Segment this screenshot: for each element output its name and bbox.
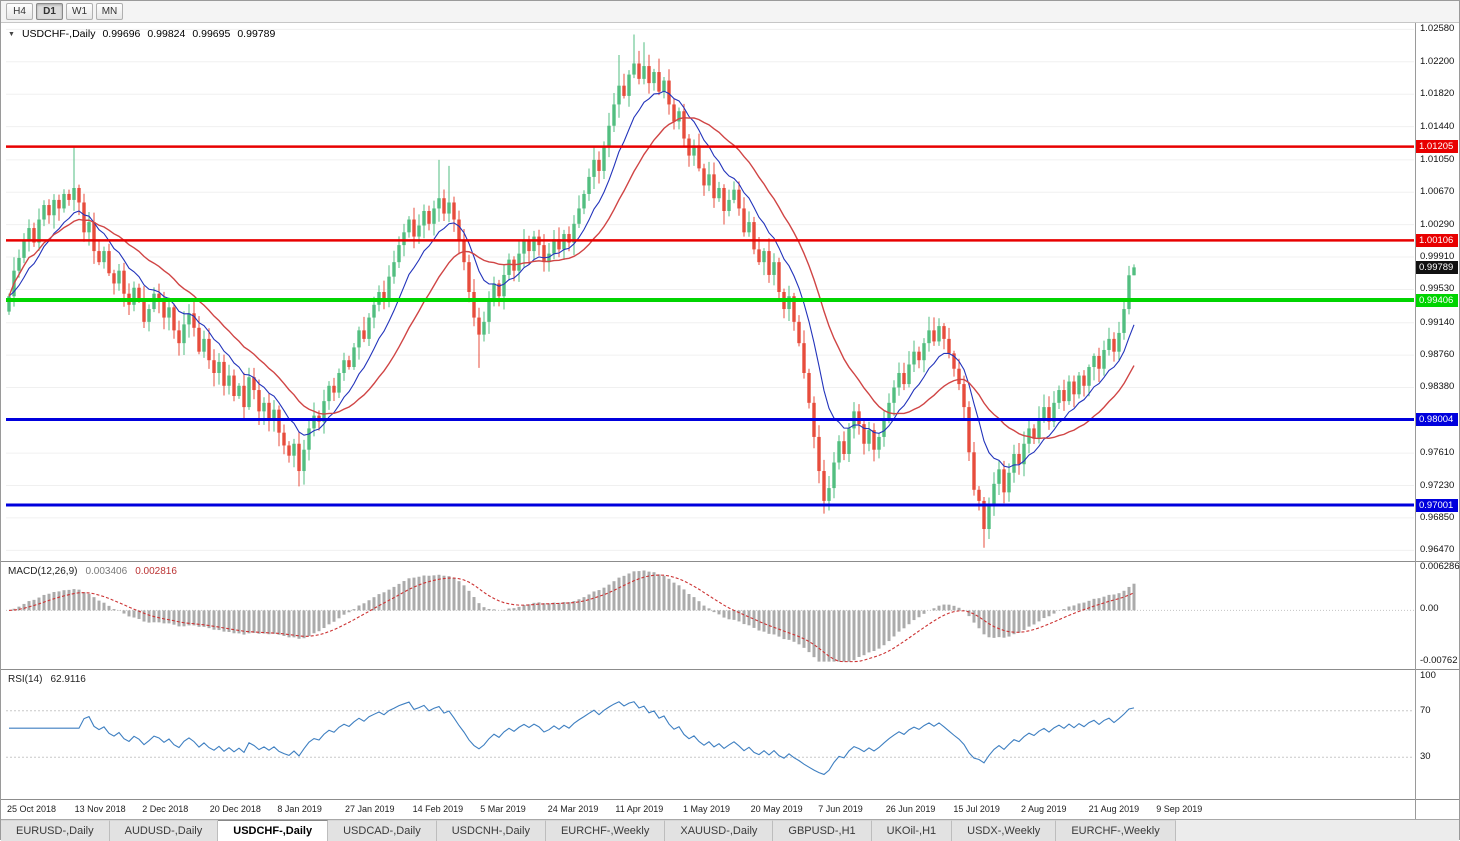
levels-layer: [6, 147, 1414, 505]
macd-canvas[interactable]: [1, 562, 1415, 670]
date-label: 20 Dec 2018: [210, 804, 261, 814]
price-axis-tick: 0.99140: [1420, 318, 1454, 328]
date-label: 9 Sep 2019: [1156, 804, 1202, 814]
date-label: 8 Jan 2019: [277, 804, 322, 814]
price-axis-tick: 0.97230: [1420, 481, 1454, 491]
chart-tab-usdx-weekly[interactable]: USDX-,Weekly: [952, 820, 1056, 841]
date-label: 15 Jul 2019: [953, 804, 1000, 814]
price-axis-tick: 1.01820: [1420, 89, 1454, 99]
price-axis-tick: 1.01440: [1420, 122, 1454, 132]
timeframe-button-mn[interactable]: MN: [96, 3, 123, 20]
date-label: 20 May 2019: [751, 804, 803, 814]
chart-high-value: 0.99824: [147, 28, 185, 40]
date-label: 24 Mar 2019: [548, 804, 599, 814]
chart-tab-eurusd-daily[interactable]: EURUSD-,Daily: [1, 820, 110, 841]
chart-tab-usdcad-daily[interactable]: USDCAD-,Daily: [328, 820, 437, 841]
price-scale[interactable]: 1.02580 1.02200 1.01820 1.01440 1.01050 1.006…: [1416, 1, 1460, 817]
candlestick-chart-canvas[interactable]: [1, 23, 1415, 561]
timeframe-button-w1[interactable]: W1: [66, 3, 93, 20]
chart-tab-ukoil-h1[interactable]: UKOil-,H1: [872, 820, 953, 841]
macd-panel[interactable]: MACD(12,26,9) 0.003406 0.002816: [1, 561, 1459, 669]
price-axis-tick: 1.00670: [1420, 187, 1454, 197]
date-label: 2 Dec 2018: [142, 804, 188, 814]
macd-axis-label: 0.00: [1420, 604, 1439, 614]
chart-tab-usdcnh-daily[interactable]: USDCNH-,Daily: [437, 820, 546, 841]
date-label: 27 Jan 2019: [345, 804, 395, 814]
chart-tab-gbpusd-h1[interactable]: GBPUSD-,H1: [773, 820, 871, 841]
price-axis-tick: 1.01050: [1420, 155, 1454, 165]
macd-axis-label: 0.006286: [1420, 562, 1460, 572]
macd-indicator-label: MACD(12,26,9) 0.003406 0.002816: [8, 566, 177, 577]
chart-low-value: 0.99695: [192, 28, 230, 40]
price-axis-tick: 1.00290: [1420, 220, 1454, 230]
price-axis-tick: 0.98380: [1420, 382, 1454, 392]
chart-dropdown-icon[interactable]: ▼: [8, 31, 15, 38]
macd-histogram-layer: [9, 571, 1134, 662]
date-label: 26 Jun 2019: [886, 804, 936, 814]
level-price-label[interactable]: 1.00106: [1416, 234, 1458, 247]
rsi-axis-label: 70: [1420, 706, 1431, 716]
date-label: 7 Jun 2019: [818, 804, 863, 814]
chart-tab-xauusd-daily[interactable]: XAUUSD-,Daily: [665, 820, 773, 841]
main-chart-panel[interactable]: ▼ USDCHF-,Daily 0.99696 0.99824 0.99695 …: [1, 23, 1459, 561]
rsi-panel[interactable]: RSI(14) 62.9116: [1, 669, 1459, 799]
macd-axis-label: -0.00762: [1420, 656, 1458, 666]
rsi-axis-label: 100: [1420, 671, 1436, 681]
chart-tab-eurchf-weekly[interactable]: EURCHF-,Weekly: [1056, 820, 1175, 841]
price-axis-tick: 0.96470: [1420, 545, 1454, 555]
grid-layer: [6, 29, 1414, 550]
macd-signal-value: 0.002816: [135, 566, 177, 577]
level-price-label[interactable]: 0.98004: [1416, 413, 1458, 426]
date-label: 11 Apr 2019: [615, 804, 663, 814]
date-label: 5 Mar 2019: [480, 804, 526, 814]
candles-layer: [7, 35, 1135, 548]
chart-close-value: 0.99789: [237, 28, 275, 40]
date-axis[interactable]: 25 Oct 2018 13 Nov 2018 2 Dec 2018 20 Dec 2…: [1, 799, 1459, 819]
date-label: 2 Aug 2019: [1021, 804, 1067, 814]
chart-open-value: 0.99696: [102, 28, 140, 40]
price-axis-tick: 1.02580: [1420, 24, 1454, 34]
chart-symbol-label: USDCHF-,Daily: [22, 28, 96, 40]
chart-tab-usdchf-daily[interactable]: USDCHF-,Daily: [218, 820, 328, 841]
date-label: 14 Feb 2019: [413, 804, 464, 814]
rsi-axis-label: 30: [1420, 752, 1431, 762]
price-axis-tick: 0.96850: [1420, 513, 1454, 523]
date-label: 13 Nov 2018: [75, 804, 126, 814]
date-label: 1 May 2019: [683, 804, 730, 814]
price-axis-tick: 0.97610: [1420, 448, 1454, 458]
chart-tab-audusd-daily[interactable]: AUDUSD-,Daily: [110, 820, 219, 841]
timeframe-button-d1[interactable]: D1: [36, 3, 63, 20]
current-price-label: 0.99789: [1416, 261, 1458, 274]
rsi-value: 62.9116: [50, 674, 85, 685]
chart-tab-eurchf-weekly[interactable]: EURCHF-,Weekly: [546, 820, 665, 841]
macd-main-value: 0.003406: [85, 566, 127, 577]
timeframe-button-h4[interactable]: H4: [6, 3, 33, 20]
chart-title: ▼ USDCHF-,Daily 0.99696 0.99824 0.99695 …: [8, 28, 275, 40]
level-price-label[interactable]: 0.97001: [1416, 499, 1458, 512]
level-price-label[interactable]: 1.01205: [1416, 140, 1458, 153]
rsi-indicator-label: RSI(14) 62.9116: [8, 674, 86, 685]
rsi-canvas[interactable]: [1, 670, 1415, 800]
price-axis-tick: 1.02200: [1420, 57, 1454, 67]
date-label: 25 Oct 2018: [7, 804, 56, 814]
price-axis-tick: 0.98760: [1420, 350, 1454, 360]
level-price-label[interactable]: 0.99406: [1416, 294, 1458, 307]
date-label: 21 Aug 2019: [1089, 804, 1140, 814]
